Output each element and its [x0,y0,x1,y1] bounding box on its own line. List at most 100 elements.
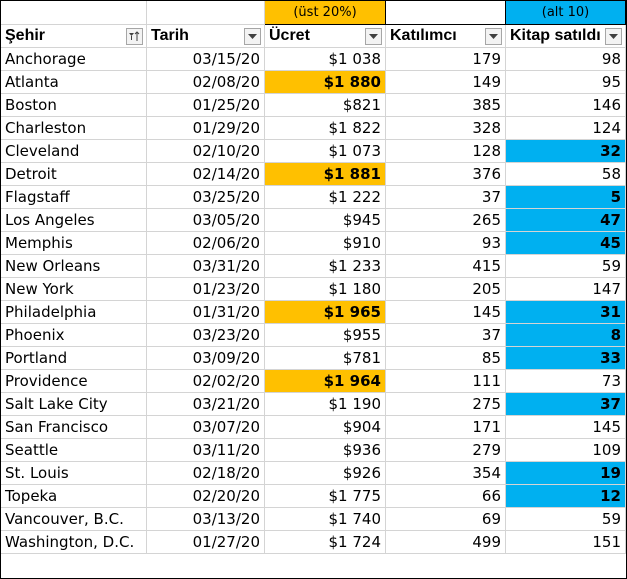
dropdown-arrow-icon[interactable] [605,28,622,45]
cell-books[interactable]: 95 [505,70,626,94]
header-attendees[interactable]: Katılımcı [385,24,506,48]
cell-books[interactable]: 59 [505,254,626,278]
cell-fee[interactable]: $1 964 [264,369,386,393]
cell-fee[interactable]: $904 [264,415,386,439]
cell-date[interactable]: 02/20/20 [146,484,265,508]
cell-fee[interactable]: $1 038 [264,47,386,71]
cell-date[interactable]: 03/23/20 [146,323,265,347]
cell-city[interactable]: New Orleans [0,254,147,278]
note-cell-attendees[interactable] [385,0,506,25]
cell-date[interactable]: 03/25/20 [146,185,265,209]
cell-attendees[interactable]: 354 [385,461,506,485]
cell-date[interactable]: 02/18/20 [146,461,265,485]
cell-books[interactable]: 146 [505,93,626,117]
cell-city[interactable]: Cleveland [0,139,147,163]
cell-books[interactable]: 33 [505,346,626,370]
cell-books[interactable]: 32 [505,139,626,163]
header-fee[interactable]: Ücret [264,24,386,48]
cell-fee[interactable]: $1 822 [264,116,386,140]
cell-fee[interactable]: $1 233 [264,254,386,278]
cell-city[interactable]: Boston [0,93,147,117]
cell-attendees[interactable]: 145 [385,300,506,324]
header-city[interactable]: Şehir [0,24,147,48]
cell-fee[interactable]: $1 965 [264,300,386,324]
cell-books[interactable]: 59 [505,507,626,531]
cell-city[interactable]: St. Louis [0,461,147,485]
cell-books[interactable]: 31 [505,300,626,324]
cell-fee[interactable]: $1 180 [264,277,386,301]
cell-city[interactable]: Anchorage [0,47,147,71]
cell-attendees[interactable]: 66 [385,484,506,508]
cell-attendees[interactable]: 85 [385,346,506,370]
cell-attendees[interactable]: 499 [385,530,506,554]
cell-attendees[interactable]: 415 [385,254,506,278]
cell-fee[interactable]: $1 190 [264,392,386,416]
cell-books[interactable]: 5 [505,185,626,209]
cell-city[interactable]: San Francisco [0,415,147,439]
cell-date[interactable]: 03/09/20 [146,346,265,370]
cell-date[interactable]: 01/25/20 [146,93,265,117]
cell-city[interactable]: Washington, D.C. [0,530,147,554]
cell-books[interactable]: 58 [505,162,626,186]
cell-books[interactable]: 37 [505,392,626,416]
cell-attendees[interactable]: 265 [385,208,506,232]
cell-date[interactable]: 01/27/20 [146,530,265,554]
cell-date[interactable]: 02/02/20 [146,369,265,393]
cell-city[interactable]: New York [0,277,147,301]
cell-fee[interactable]: $926 [264,461,386,485]
cell-attendees[interactable]: 111 [385,369,506,393]
cell-fee[interactable]: $1 775 [264,484,386,508]
cell-city[interactable]: Vancouver, B.C. [0,507,147,531]
cell-city[interactable]: Philadelphia [0,300,147,324]
cell-date[interactable]: 02/08/20 [146,70,265,94]
dropdown-arrow-icon[interactable] [365,28,382,45]
cell-date[interactable]: 02/10/20 [146,139,265,163]
cell-date[interactable]: 01/31/20 [146,300,265,324]
cell-attendees[interactable]: 179 [385,47,506,71]
cell-city[interactable]: Charleston [0,116,147,140]
note-cell-city[interactable] [0,0,147,25]
cell-attendees[interactable]: 93 [385,231,506,255]
cell-books[interactable]: 98 [505,47,626,71]
cell-city[interactable]: Atlanta [0,70,147,94]
sort-filter-icon[interactable] [126,28,143,45]
cell-books[interactable]: 8 [505,323,626,347]
cell-books[interactable]: 109 [505,438,626,462]
books-note-cell[interactable]: (alt 10) [505,0,626,25]
cell-date[interactable]: 02/14/20 [146,162,265,186]
cell-fee[interactable]: $1 740 [264,507,386,531]
cell-fee[interactable]: $1 222 [264,185,386,209]
cell-city[interactable]: Seattle [0,438,147,462]
cell-date[interactable]: 03/07/20 [146,415,265,439]
cell-books[interactable]: 73 [505,369,626,393]
cell-date[interactable]: 03/15/20 [146,47,265,71]
cell-date[interactable]: 02/06/20 [146,231,265,255]
cell-fee[interactable]: $1 881 [264,162,386,186]
note-cell-date[interactable] [146,0,265,25]
cell-city[interactable]: Los Angeles [0,208,147,232]
cell-books[interactable]: 12 [505,484,626,508]
cell-attendees[interactable]: 171 [385,415,506,439]
cell-fee[interactable]: $955 [264,323,386,347]
cell-attendees[interactable]: 205 [385,277,506,301]
cell-city[interactable]: Portland [0,346,147,370]
cell-date[interactable]: 03/11/20 [146,438,265,462]
dropdown-arrow-icon[interactable] [485,28,502,45]
cell-city[interactable]: Detroit [0,162,147,186]
cell-fee[interactable]: $821 [264,93,386,117]
cell-books[interactable]: 47 [505,208,626,232]
cell-city[interactable]: Phoenix [0,323,147,347]
cell-attendees[interactable]: 69 [385,507,506,531]
fee-note-cell[interactable]: (üst 20%) [264,0,386,25]
header-books[interactable]: Kitap satıldı [505,24,626,48]
dropdown-arrow-icon[interactable] [244,28,261,45]
cell-fee[interactable]: $781 [264,346,386,370]
cell-fee[interactable]: $1 073 [264,139,386,163]
cell-attendees[interactable]: 128 [385,139,506,163]
cell-fee[interactable]: $936 [264,438,386,462]
cell-books[interactable]: 19 [505,461,626,485]
cell-date[interactable]: 03/31/20 [146,254,265,278]
cell-date[interactable]: 03/13/20 [146,507,265,531]
cell-books[interactable]: 147 [505,277,626,301]
cell-attendees[interactable]: 279 [385,438,506,462]
